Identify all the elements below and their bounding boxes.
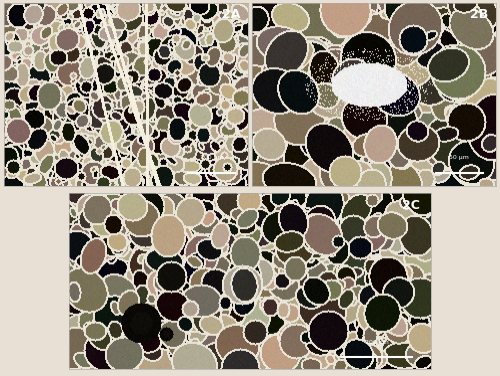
Text: 50 μm: 50 μm: [450, 155, 469, 161]
Text: 2B: 2B: [470, 8, 488, 21]
Text: 200 μm: 200 μm: [365, 340, 388, 344]
Text: 100 μm: 100 μm: [200, 155, 224, 161]
Text: 2C: 2C: [402, 199, 420, 212]
Text: 2A: 2A: [222, 8, 240, 21]
